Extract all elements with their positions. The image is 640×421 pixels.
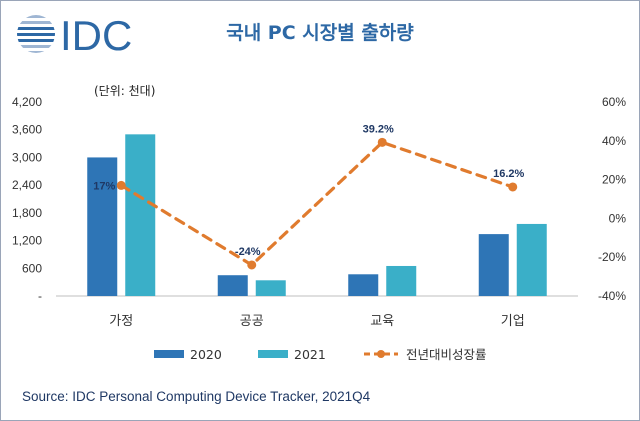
bar-2021-공공	[255, 280, 286, 296]
growth-label-교육: 39.2%	[363, 123, 394, 135]
bar-2021-가정	[125, 134, 156, 296]
legend-label: 전년대비성장률	[406, 347, 487, 362]
left-axis: - 600 1,200 1,800 2,400 3,000 3,600 4,200	[12, 95, 42, 303]
bar-2020-공공	[217, 275, 248, 296]
growth-point-교육	[377, 137, 387, 147]
left-tick-label: -	[38, 289, 42, 303]
right-axis: -40% -20% 0% 20% 40% 60%	[598, 95, 626, 303]
left-tick-label: 2,400	[12, 178, 42, 192]
idc-logo: IDC	[14, 12, 154, 59]
category-label: 가정	[109, 314, 133, 329]
source-note: Source: IDC Personal Computing Device Tr…	[22, 389, 371, 404]
bar-2020-기업	[478, 234, 509, 296]
category-label: 공공	[240, 314, 264, 329]
category-label: 교육	[370, 314, 394, 329]
right-tick-label: 40%	[602, 134, 626, 148]
bar-2020-가정	[87, 157, 118, 296]
growth-label-공공: -24%	[235, 246, 261, 258]
growth-label-가정: 17%	[93, 180, 115, 192]
right-tick-label: -20%	[598, 250, 626, 264]
category-label: 기업	[501, 314, 525, 329]
legend-swatch-2021	[258, 350, 288, 358]
right-tick-label: -40%	[598, 289, 626, 303]
bar-2021-교육	[386, 265, 417, 296]
bar-2020-교육	[348, 274, 379, 296]
unit-label: (단위: 천대)	[94, 84, 156, 98]
left-tick-label: 3,600	[12, 123, 42, 137]
right-tick-label: 60%	[602, 95, 626, 109]
legend-label: 2020	[190, 347, 222, 362]
chart-title: 국내 PC 시장별 출하량	[226, 22, 414, 44]
left-tick-label: 1,800	[12, 206, 42, 220]
category-labels: 가정 공공 교육 기업	[109, 314, 524, 329]
legend-label: 2021	[294, 347, 326, 362]
growth-point-공공	[247, 260, 257, 270]
right-tick-label: 0%	[609, 211, 627, 225]
growth-point-기업	[508, 182, 518, 192]
logo-text: IDC	[60, 12, 132, 56]
growth-line-series: 17% -24% 39.2% 16.2%	[93, 123, 525, 270]
bar-2021-기업	[516, 223, 547, 296]
legend-marker	[377, 350, 385, 358]
globe-icon	[17, 15, 55, 53]
left-tick-label: 600	[22, 261, 42, 275]
legend: 2020 2021 전년대비성장률	[154, 347, 487, 362]
growth-line	[119, 140, 515, 267]
bar-series	[87, 134, 547, 296]
idc-logo-graphic: IDC	[17, 12, 132, 59]
left-tick-label: 1,200	[12, 234, 42, 248]
growth-point-가정	[116, 180, 126, 190]
left-tick-label: 4,200	[12, 95, 42, 109]
left-tick-label: 3,000	[12, 150, 42, 164]
growth-label-기업: 16.2%	[493, 168, 524, 180]
right-tick-label: 20%	[602, 173, 626, 187]
legend-swatch-2020	[154, 350, 184, 358]
